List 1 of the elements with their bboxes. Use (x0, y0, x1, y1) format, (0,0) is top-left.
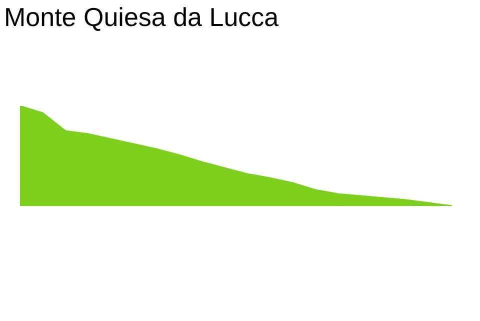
chart-title: Monte Quiesa da Lucca (4, 2, 279, 33)
